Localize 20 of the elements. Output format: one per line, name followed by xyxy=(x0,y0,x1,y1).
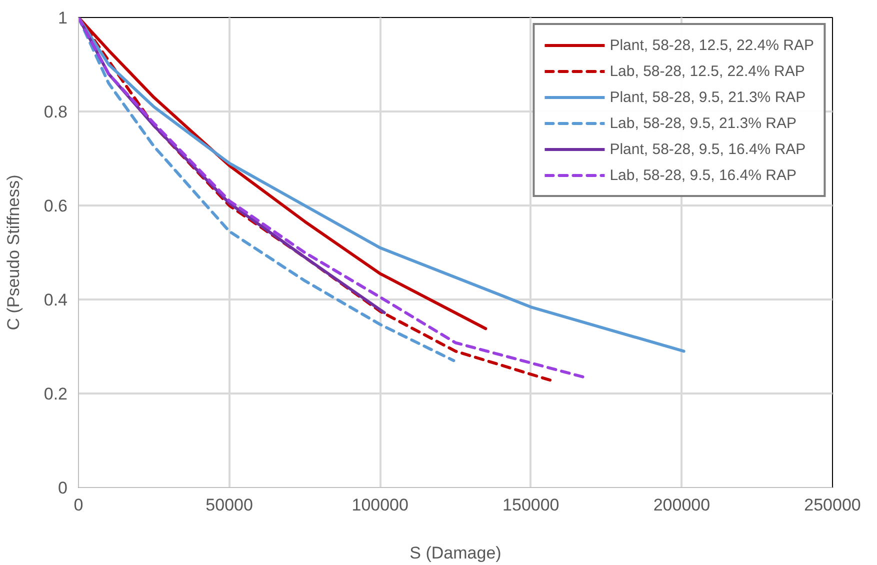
legend-label: Plant, 58-28, 9.5, 21.3% RAP xyxy=(610,88,806,106)
x-tick-label: 250000 xyxy=(804,496,861,514)
y-tick-label: 0.6 xyxy=(44,196,68,216)
x-tick-label: 50000 xyxy=(206,496,253,514)
y-tick-label: 1 xyxy=(58,8,68,28)
x-tick-label: 200000 xyxy=(653,496,710,514)
x-tick-label: 150000 xyxy=(502,496,560,514)
legend-label: Plant, 58-28, 9.5, 16.4% RAP xyxy=(610,140,806,158)
legend-label: Lab, 58-28, 12.5, 22.4% RAP xyxy=(610,62,805,80)
x-tick-label: 0 xyxy=(74,496,84,514)
y-tick-label: 0.8 xyxy=(44,102,68,122)
y-tick-label: 0 xyxy=(58,478,68,498)
legend-label: Plant, 58-28, 12.5, 22.4% RAP xyxy=(610,36,814,54)
legend-label: Lab, 58-28, 9.5, 21.3% RAP xyxy=(610,114,796,132)
y-tick-label: 0.2 xyxy=(44,384,68,404)
x-tick-label: 100000 xyxy=(352,496,408,514)
x-axis-title: S (Damage) xyxy=(410,544,502,562)
legend-label: Lab, 58-28, 9.5, 16.4% RAP xyxy=(610,166,796,184)
y-axis-title: C (Pseudo Stiffness) xyxy=(4,174,23,330)
y-tick-label: 0.4 xyxy=(44,290,68,310)
